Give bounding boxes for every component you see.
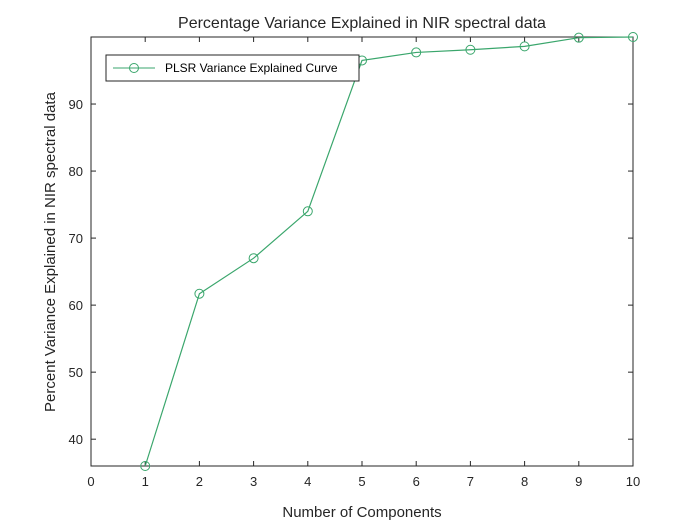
data-point-marker [411,47,422,58]
x-tick-label: 6 [413,474,420,489]
axes-box [90,36,634,467]
x-tick-label: 5 [358,474,365,489]
x-tick-label: 4 [304,474,311,489]
x-tick-label: 7 [467,474,474,489]
plot-area [90,36,634,467]
y-tick-label: 60 [69,298,83,313]
data-point-marker [519,41,530,52]
y-tick-label: 40 [69,432,83,447]
legend: PLSR Variance Explained Curve [105,54,360,82]
series-layer [140,32,638,471]
data-point-marker [140,461,151,471]
legend-marker-sample [129,63,139,73]
y-axis-label: Percent Variance Explained in NIR spectr… [42,91,59,412]
y-tick-label: 50 [69,365,83,380]
data-point-marker [465,44,476,55]
x-tick-label: 10 [626,474,640,489]
x-tick-label: 1 [142,474,149,489]
x-tick-label: 0 [87,474,94,489]
data-point-marker [194,288,205,299]
data-point-marker [302,206,313,217]
x-axis-ticks: 0 1 2 3 4 5 6 7 8 9 10 [87,37,640,489]
chart-title: Percentage Variance Explained in NIR spe… [178,15,546,32]
x-tick-label: 9 [575,474,582,489]
series-line [144,36,634,467]
x-tick-label: 3 [250,474,257,489]
data-point-marker [628,32,638,42]
x-tick-label: 2 [196,474,203,489]
y-axis-ticks: 40 50 60 70 80 90 [69,97,633,447]
y-tick-label: 90 [69,97,83,112]
x-tick-label: 8 [521,474,528,489]
y-tick-label: 70 [69,231,83,246]
data-point-marker [248,253,259,264]
x-axis-label: Number of Components [282,504,441,521]
y-tick-label: 80 [69,164,83,179]
legend-label: PLSR Variance Explained Curve [165,61,338,75]
data-point-marker [573,32,584,43]
